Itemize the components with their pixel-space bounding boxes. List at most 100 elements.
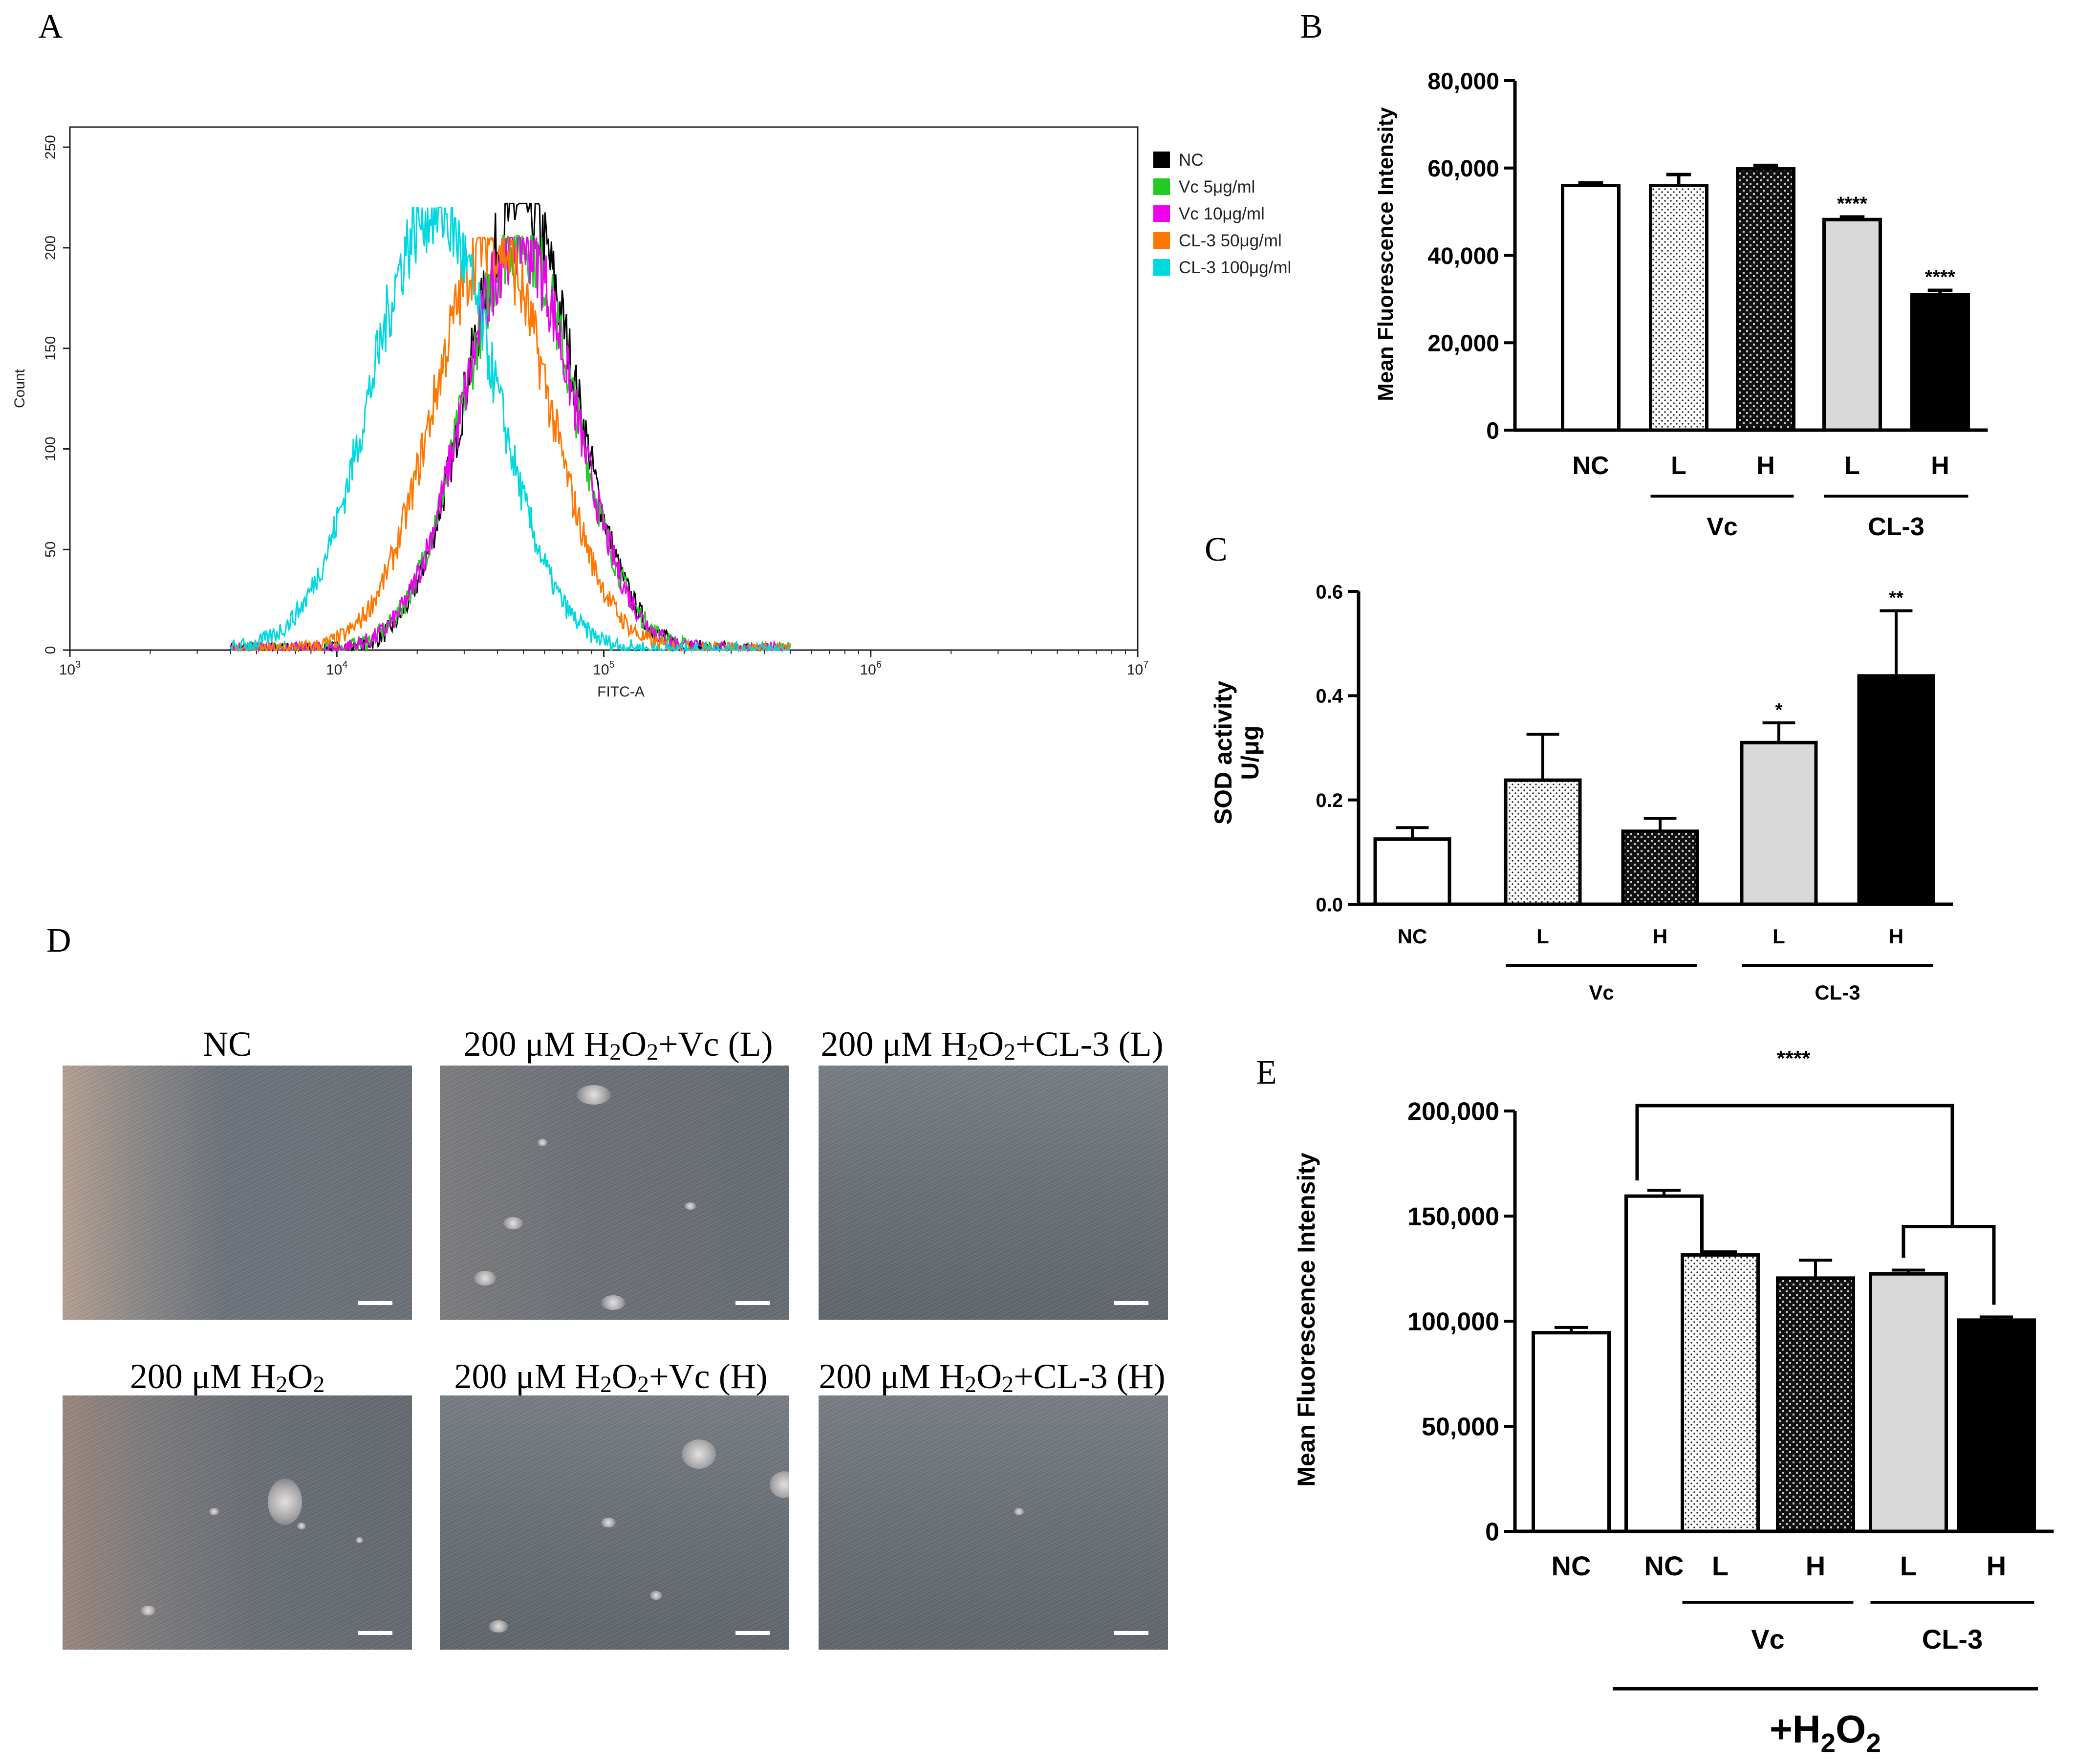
micrograph-caption: NC xyxy=(22,1024,432,1066)
cell-texture xyxy=(63,1395,412,1650)
significance-bracket-inner xyxy=(1902,1225,1996,1305)
significance-marker: * xyxy=(1775,700,1783,720)
micrograph-caption: 200 μM H2O2+CL-3 (H) xyxy=(787,1356,1197,1398)
cell-texture xyxy=(63,1066,412,1320)
scale-bar xyxy=(358,1631,392,1635)
bar xyxy=(1561,184,1621,432)
treatment-label: +H2O2 xyxy=(1770,1707,1881,1758)
bar xyxy=(1621,829,1699,906)
group-label: CL-3 xyxy=(1868,513,1924,541)
significance-marker: **** xyxy=(1837,193,1868,215)
y-tick-label: 40,000 xyxy=(1427,243,1499,269)
y-tick-label: 250 xyxy=(43,135,59,159)
significance-marker: **** xyxy=(1777,1046,1811,1070)
x-tick-label: 103 xyxy=(59,659,81,678)
x-axis-label: FITC-A xyxy=(597,684,645,700)
scale-bar xyxy=(735,1631,770,1635)
panel-label-a: A xyxy=(38,8,63,45)
micrograph-grid: NC 200 μM H2O2+Vc (L) 200 μM H2O2+CL-3 (L)… xyxy=(0,997,1251,1672)
group-label: CL-3 xyxy=(1815,981,1860,1002)
x-tick-label: 107 xyxy=(1127,659,1149,678)
caption-part: 2 xyxy=(1004,1039,1016,1065)
y-tick-label: 0 xyxy=(1485,1518,1499,1546)
y-tick-label: 0 xyxy=(1486,418,1499,444)
micrograph-caption: 200 μM H2O2 xyxy=(22,1356,432,1398)
bar xyxy=(1910,293,1970,432)
histogram-series-4 xyxy=(230,207,791,653)
significance-marker: ** xyxy=(1889,588,1903,608)
scale-bar xyxy=(358,1301,392,1305)
x-tick-label: L xyxy=(1712,1550,1729,1581)
debris-spot xyxy=(682,1439,716,1469)
caption-part: +CL-3 (L) xyxy=(1016,1024,1164,1064)
bar xyxy=(1957,1318,2036,1533)
group-label: Vc xyxy=(1589,981,1614,1002)
debris-spot xyxy=(268,1479,302,1525)
legend-label: CL-3 100μg/ml xyxy=(1179,258,1291,277)
legend-swatch xyxy=(1153,205,1170,222)
debris-spot xyxy=(1014,1508,1024,1515)
y-axis-label: Count xyxy=(12,369,28,408)
caption-part: 2 xyxy=(647,1039,659,1065)
scale-bar xyxy=(1114,1631,1148,1635)
caption-part: 200 μM H xyxy=(454,1357,601,1396)
legend-label: Vc 10μg/ml xyxy=(1179,204,1265,223)
y-tick-label: 60,000 xyxy=(1427,156,1499,182)
bar-chart-b: 0 20,000 40,000 60,000 80,000 NC L H L **** H **** V… xyxy=(1374,68,1988,541)
caption-part: 2 xyxy=(276,1372,288,1397)
caption-part: 2 xyxy=(600,1372,612,1397)
x-tick-label: H xyxy=(1931,452,1949,480)
histogram-series-3 xyxy=(230,236,791,653)
x-tick-label: H xyxy=(1889,925,1903,948)
x-tick-label: NC xyxy=(1398,925,1427,948)
micrograph-caption: 200 μM H2O2+Vc (H) xyxy=(406,1356,816,1398)
caption-part: 200 μM H xyxy=(819,1357,965,1396)
micrograph-caption: 200 μM H2O2+Vc (L) xyxy=(413,1024,823,1066)
bar xyxy=(1869,1272,1948,1533)
caption-part: 2 xyxy=(1002,1372,1014,1397)
caption-part: 200 μM H xyxy=(821,1024,967,1064)
debris-spot xyxy=(684,1202,696,1210)
bar xyxy=(1857,674,1935,906)
y-tick-label: 200 xyxy=(43,236,59,260)
cell-texture xyxy=(819,1066,1168,1320)
panel-label-e: E xyxy=(1256,1054,1277,1091)
y-axis-label: Mean Fluorescence Intensity xyxy=(1374,107,1398,401)
panel-label-c: C xyxy=(1205,531,1228,568)
y-axis-label: SOD activityU/μg xyxy=(1212,681,1264,825)
bar xyxy=(1649,184,1708,432)
micrograph-image xyxy=(440,1066,789,1320)
y-tick-label: 80,000 xyxy=(1427,68,1499,94)
cell-texture xyxy=(819,1395,1168,1650)
y-tick-label: 0.0 xyxy=(1316,894,1343,915)
x-tick-label: L xyxy=(1772,925,1785,948)
y-tick-label: 0.4 xyxy=(1316,686,1343,707)
bar xyxy=(1740,740,1818,906)
caption-part: 2 xyxy=(637,1372,649,1397)
significance-bracket-outer xyxy=(1635,1104,1954,1227)
debris-spot xyxy=(577,1085,611,1105)
caption-part: O xyxy=(287,1357,313,1396)
caption-part: 2 xyxy=(965,1372,977,1397)
x-tick-label: L xyxy=(1671,452,1686,480)
y-tick-label: 0 xyxy=(43,646,59,654)
y-tick-label: 100 xyxy=(43,436,59,461)
debris-spot xyxy=(770,1471,789,1498)
legend-swatch xyxy=(1153,259,1170,276)
significance-marker: **** xyxy=(1925,266,1956,288)
legend-label: CL-3 50μg/ml xyxy=(1179,231,1282,250)
y-axis-label: Mean Fluorescence Intensity xyxy=(1293,1153,1320,1487)
x-tick-label: NC xyxy=(1552,1550,1591,1581)
micrograph-caption: 200 μM H2O2+CL-3 (L) xyxy=(787,1024,1197,1066)
y-tick-label: 50 xyxy=(43,542,59,558)
x-tick-label: H xyxy=(1987,1550,2006,1581)
caption-part: O xyxy=(976,1357,1002,1396)
bar xyxy=(1373,837,1451,906)
group-label: Vc xyxy=(1751,1624,1785,1655)
bar xyxy=(1681,1253,1760,1533)
y-tick-label: 50,000 xyxy=(1422,1413,1499,1441)
caption-part: +Vc (H) xyxy=(649,1357,768,1396)
y-tick-label: 0.2 xyxy=(1316,790,1343,811)
legend-swatch xyxy=(1153,178,1170,195)
debris-spot xyxy=(297,1523,306,1529)
